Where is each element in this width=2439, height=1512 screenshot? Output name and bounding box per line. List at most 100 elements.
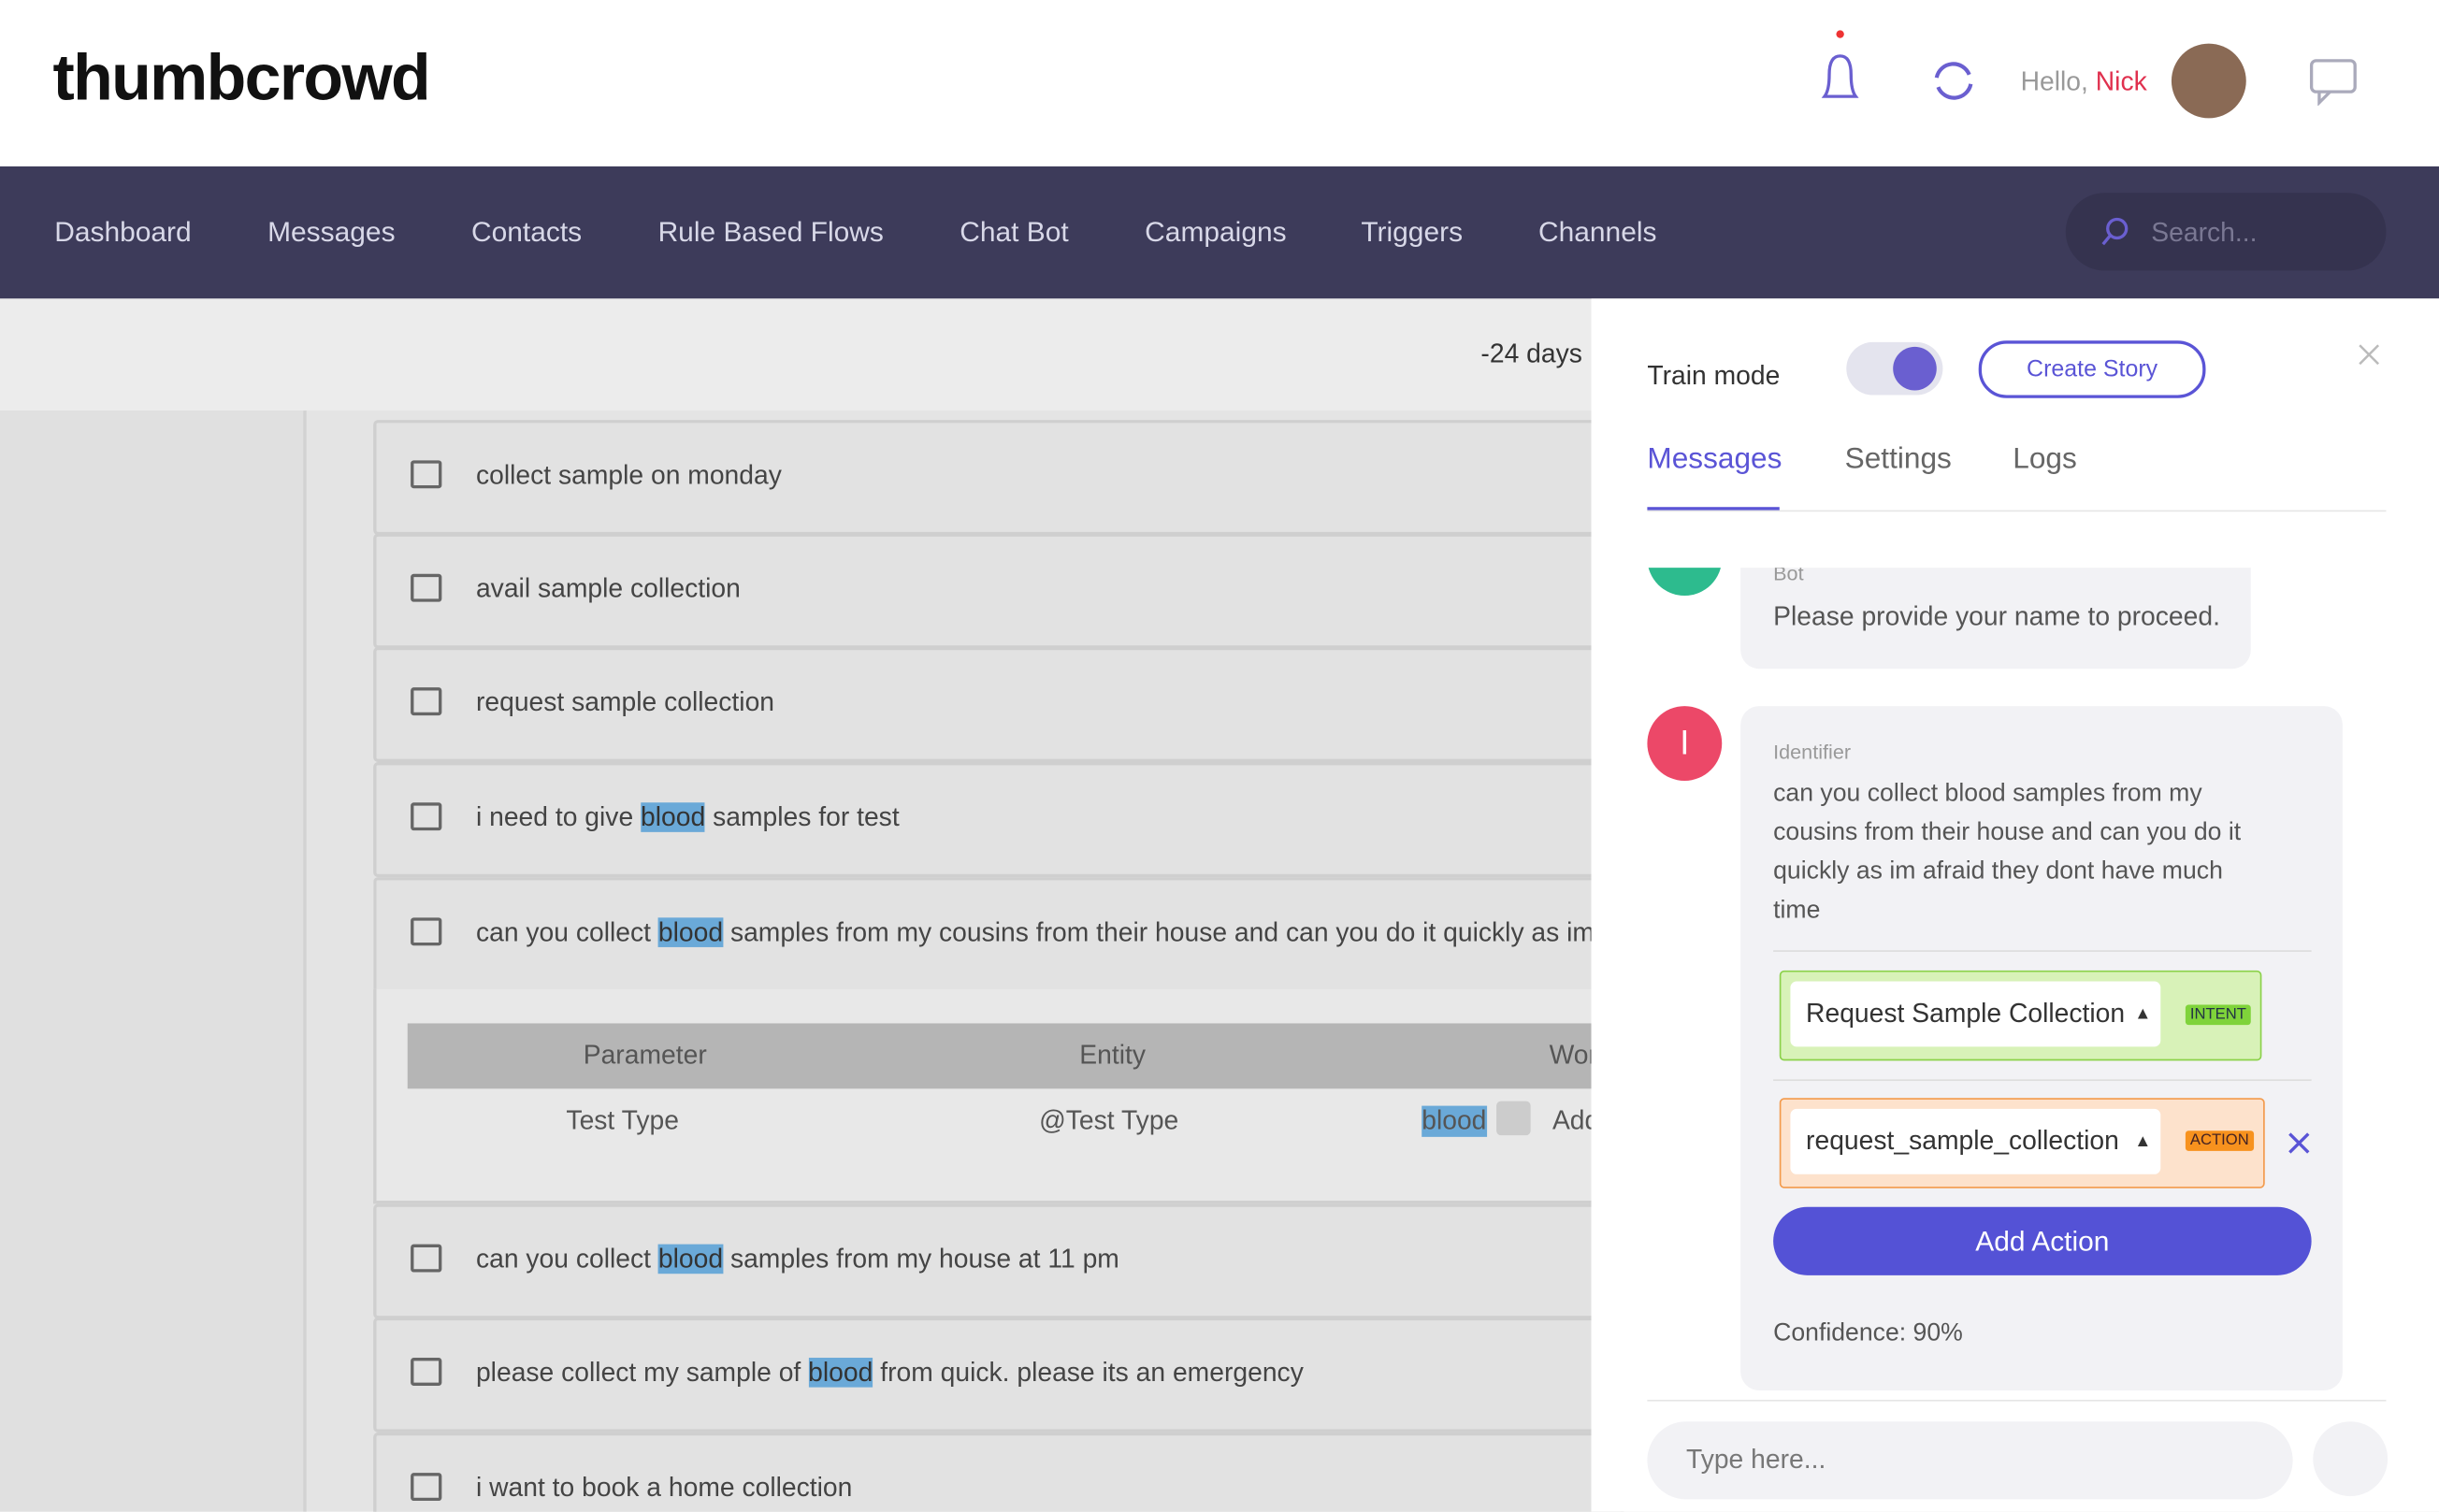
message-text: collect sample on monday [476, 460, 782, 491]
message-icon [411, 1358, 442, 1386]
select-arrow: ▲ [2134, 1131, 2152, 1151]
bot-text: Please provide your name to proceed. [1773, 601, 2220, 632]
action-tag: ACTION [2185, 1130, 2254, 1151]
message-icon [411, 573, 442, 602]
nav-item[interactable]: Campaigns [1145, 216, 1287, 248]
message-row[interactable]: can you collect blood samples from my co… [373, 877, 1624, 993]
message-row[interactable]: avail sample collection [373, 533, 1624, 649]
train-toggle[interactable] [1846, 341, 1943, 396]
divider [1773, 950, 2312, 952]
bot-sender: Bot [1773, 568, 1804, 585]
message-text: request sample collection [476, 687, 774, 718]
notifications[interactable] [1817, 28, 1864, 106]
table-header-cell: Parameter [583, 1040, 707, 1071]
text-part: samples from my cousins from their house… [723, 917, 1595, 947]
create-story-button[interactable]: Create Story [1978, 340, 2206, 398]
train-mode-label: Train mode [1647, 360, 1781, 391]
nav-item[interactable]: Dashboard [54, 216, 192, 248]
tab[interactable]: Settings [1844, 443, 1952, 476]
table-cell: @Test Type [1039, 1105, 1179, 1136]
close-button[interactable] [2357, 342, 2382, 367]
text-part: collect sample on monday [475, 460, 782, 490]
bot-avatar: B [1647, 568, 1723, 597]
select-arrow: ▲ [2134, 1004, 2152, 1024]
nav-item[interactable]: Messages [267, 216, 396, 248]
text-part: samples for test [705, 802, 900, 832]
highlight: blood [808, 1358, 873, 1388]
logo: thumbcrowd [52, 40, 431, 114]
avatar[interactable] [2171, 43, 2246, 119]
intent-select[interactable]: Request Sample Collection ▲ [1790, 981, 2161, 1047]
action-select[interactable]: request_sample_collection ▲ [1790, 1108, 2161, 1174]
table-cell: Test Type [566, 1105, 679, 1136]
sync[interactable] [1928, 56, 1978, 106]
message-text: i need to give blood samples for test [476, 802, 900, 833]
user-name: Nick [2095, 66, 2147, 97]
input-divider [1647, 1399, 2387, 1402]
nav-item[interactable]: Channels [1537, 216, 1657, 248]
highlight: blood [657, 1244, 724, 1274]
checkbox[interactable] [1496, 1101, 1531, 1136]
user-avatar: I [1647, 706, 1723, 781]
greeting: Hello, Nick [2021, 67, 2147, 98]
input-placeholder: Type here... [1685, 1445, 1826, 1475]
nav-bar [0, 166, 2439, 299]
message-icon [411, 460, 442, 489]
nav-item[interactable]: Triggers [1361, 216, 1464, 248]
confidence: Confidence: 90% [1773, 1320, 1963, 1347]
message-text: avail sample collection [476, 574, 741, 605]
chat-icon[interactable] [2307, 56, 2360, 107]
text-part: samples from my house at 11 pm [723, 1244, 1119, 1274]
message-row[interactable]: i want to book a home collection [373, 1432, 1624, 1512]
nav-item[interactable]: Contacts [470, 216, 583, 248]
sidebar [0, 410, 307, 1512]
divider [1773, 1079, 2312, 1081]
message-row[interactable]: please collect my sample of blood from q… [373, 1317, 1624, 1433]
highlight: blood [657, 917, 724, 947]
text-part: i want to book a home collection [475, 1473, 853, 1503]
table-header-cell: Wor [1549, 1040, 1597, 1071]
text-part: from quick. please its an emergency [873, 1358, 1304, 1388]
message-icon [411, 1473, 442, 1502]
action-box: request_sample_collection ▲ ACTION [1779, 1098, 2265, 1188]
message-row[interactable]: request sample collection [373, 646, 1624, 763]
user-text: can you collect blood samples from my co… [1773, 780, 2242, 924]
tab[interactable]: Logs [2013, 443, 2077, 476]
user-sender: Identifier [1773, 740, 1852, 764]
message-icon [411, 687, 442, 716]
message-icon [411, 917, 442, 946]
param-table-box: Parameter Entity Wor Test Type @Test Type blo… [373, 988, 1624, 1204]
add-action-button[interactable]: Add Action [1773, 1206, 2312, 1275]
message-icon [411, 802, 442, 831]
user-bubble: Identifier can you collect blood samples… [1740, 706, 2343, 1390]
message-text: can you collect blood samples from my ho… [475, 1244, 1119, 1275]
table-header-cell: Entity [1079, 1040, 1147, 1071]
nav-item[interactable]: Rule Based Flows [657, 216, 884, 248]
tab[interactable]: Messages [1647, 443, 1782, 476]
remove-action[interactable] [2287, 1130, 2312, 1156]
text-part: can you collect [475, 1244, 658, 1274]
search[interactable]: Search... [2065, 193, 2387, 271]
text-part: i need to give [475, 802, 642, 832]
text-part: can you collect [475, 917, 658, 947]
highlight: blood [641, 802, 706, 832]
table-header [407, 1023, 1622, 1089]
text-part: request sample collection [475, 687, 775, 717]
attach-button[interactable] [2313, 1421, 2388, 1497]
message-text: can you collect blood samples from my co… [476, 917, 1595, 948]
message-row[interactable]: i need to give blood samples for test [373, 762, 1624, 878]
nav-item[interactable]: Chat Bot [960, 216, 1069, 248]
message-row[interactable]: collect sample on monday [373, 420, 1624, 536]
message-icon [411, 1244, 442, 1273]
table-cell: blood [1422, 1105, 1487, 1137]
bot-bubble: Bot Please provide your name to proceed. [1740, 568, 2251, 670]
tab-divider [1647, 510, 2387, 512]
search-icon [2101, 217, 2129, 246]
message-row[interactable]: can you collect blood samples from my ho… [373, 1203, 1624, 1319]
text-part: avail sample collection [475, 573, 741, 604]
message-text: i want to book a home collection [476, 1473, 852, 1504]
search-placeholder: Search... [2151, 217, 2258, 248]
date-label: -24 days [1480, 338, 1582, 369]
message-input[interactable]: Type here... [1647, 1421, 2293, 1500]
